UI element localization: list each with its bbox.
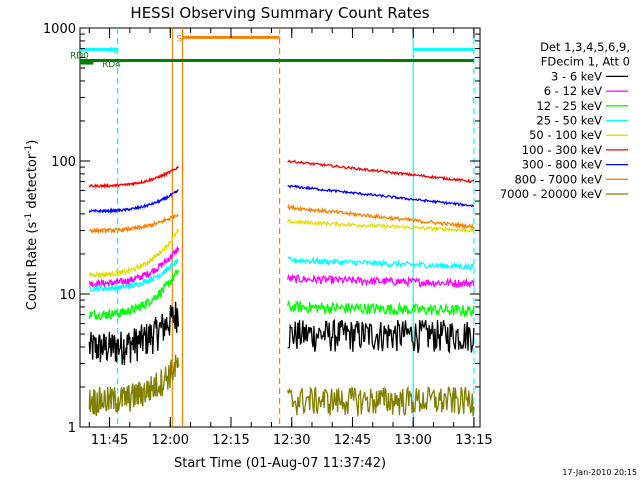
chart-title: HESSI Observing Summary Count Rates bbox=[130, 4, 429, 22]
flag-label-rd4: RD4 bbox=[102, 60, 121, 70]
series-25-50-kev-before bbox=[88, 258, 179, 292]
legend-label-100-300-kev: 100 - 300 keV bbox=[522, 143, 602, 157]
legend-label-800-7000-kev: 800 - 7000 keV bbox=[514, 172, 602, 186]
series-800-7000-kev-before bbox=[88, 213, 179, 235]
x-tick-label-1145: 11:45 bbox=[91, 433, 128, 448]
series-300-800-kev-after bbox=[287, 184, 474, 208]
series-25-50-kev-after bbox=[287, 255, 475, 271]
x-axis-label: Start Time (01-Aug-07 11:37:42) bbox=[174, 456, 386, 471]
timestamp-label: 17-Jan-2010 20:15 bbox=[562, 468, 637, 477]
series-100-300-kev-after bbox=[287, 159, 475, 183]
flag-label-rd0: RD0 bbox=[70, 51, 89, 61]
legend-label-3-6-kev: 3 - 6 keV bbox=[551, 69, 602, 83]
legend-header-1: FDecim 1, Att 0 bbox=[541, 55, 630, 69]
legend-label-25-50-kev: 25 - 50 keV bbox=[536, 114, 602, 128]
series-6-12-kev-after bbox=[287, 273, 475, 290]
series-12-25-kev-after bbox=[287, 299, 475, 318]
series-300-800-kev-before bbox=[88, 189, 179, 215]
series-3-6-kev-before bbox=[88, 301, 180, 366]
legend-header-0: Det 1,3,4,5,6,9, bbox=[540, 40, 630, 54]
flag-bars: N S RD0 RD4 bbox=[70, 34, 474, 70]
y-tick-label-1000: 1000 bbox=[43, 22, 76, 37]
x-tick-label-1230: 12:30 bbox=[273, 433, 310, 448]
legend-label-300-800-kev: 300 - 800 keV bbox=[522, 158, 602, 172]
series-7000-20000-kev-after bbox=[287, 385, 475, 417]
series-3-6-kev-after bbox=[287, 318, 475, 355]
series-50-100-kev-before bbox=[88, 228, 180, 279]
legend-label-50-100-kev: 50 - 100 keV bbox=[529, 128, 602, 142]
series-12-25-kev-before bbox=[88, 269, 180, 321]
x-tick-label-1245: 12:45 bbox=[334, 433, 371, 448]
series-50-100-kev-after bbox=[287, 219, 475, 234]
series-7000-20000-kev-before bbox=[88, 354, 180, 416]
legend-label-7000-20000-kev: 7000 - 20000 keV bbox=[500, 187, 602, 201]
flag-label-s: S bbox=[176, 34, 182, 44]
series-100-300-kev-before bbox=[88, 165, 179, 190]
x-tick-label-1215: 12:15 bbox=[212, 433, 249, 448]
y-tick-label-1: 1 bbox=[68, 421, 76, 436]
series-group bbox=[88, 159, 475, 417]
legend-label-12-25-kev: 12 - 25 keV bbox=[536, 99, 602, 113]
legend-label-6-12-kev: 6 - 12 keV bbox=[544, 84, 602, 98]
legend: Det 1,3,4,5,6,9,FDecim 1, Att 03 - 6 keV… bbox=[500, 40, 630, 201]
y-axis-label: Count Rate (s-1 detector-1) bbox=[24, 140, 40, 311]
x-tick-label-1300: 13:00 bbox=[394, 433, 431, 448]
x-tick-label-1200: 12:00 bbox=[152, 433, 189, 448]
axes: 1 10 100 1000 11:45 12:00 12:15 12:30 12:45 13:00… bbox=[43, 22, 493, 448]
y-tick-label-10: 10 bbox=[59, 288, 76, 303]
series-800-7000-kev-after bbox=[287, 203, 475, 230]
y-tick-label-100: 100 bbox=[51, 155, 76, 170]
series-6-12-kev-before bbox=[88, 245, 180, 289]
flag-label-n: N bbox=[110, 46, 117, 56]
x-tick-label-1315: 13:15 bbox=[455, 433, 492, 448]
